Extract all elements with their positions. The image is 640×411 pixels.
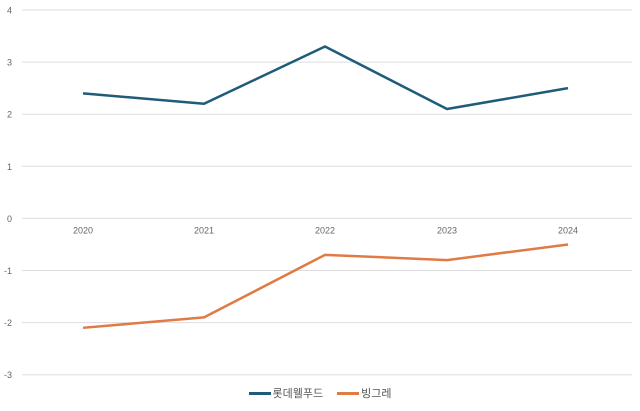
- line-chart: 4 3 2 1 0 -1 -2 -3 2020 2021 2022 2023 2024: [4, 6, 632, 381]
- svg-text:-2: -2: [4, 318, 12, 328]
- svg-text:2020: 2020: [73, 225, 93, 235]
- svg-text:2: 2: [7, 110, 12, 120]
- svg-text:1: 1: [7, 162, 12, 172]
- svg-text:2022: 2022: [315, 225, 335, 235]
- legend-item-lotte: 롯데웰푸드: [248, 385, 324, 401]
- x-axis-labels: 2020 2021 2022 2023 2024: [73, 225, 578, 235]
- gridlines: [22, 9, 632, 376]
- svg-text:3: 3: [7, 58, 12, 68]
- svg-text:0: 0: [7, 214, 12, 224]
- legend-swatch-binggrae: [337, 391, 360, 395]
- series-line: [82, 243, 569, 330]
- svg-text:4: 4: [7, 6, 12, 16]
- legend-swatch-lotte: [248, 391, 271, 395]
- series-lines: [82, 45, 569, 330]
- y-axis-labels: 4 3 2 1 0 -1 -2 -3: [4, 6, 12, 381]
- svg-text:2021: 2021: [194, 225, 214, 235]
- svg-text:-1: -1: [4, 266, 12, 276]
- legend-label-binggrae: 빙그레: [361, 388, 392, 400]
- series-line: [82, 45, 569, 111]
- svg-text:-3: -3: [4, 370, 12, 380]
- svg-text:2024: 2024: [558, 225, 578, 235]
- legend-item-binggrae: 빙그레: [337, 385, 391, 401]
- svg-text:2023: 2023: [437, 225, 457, 235]
- legend-label-lotte: 롯데웰푸드: [272, 388, 324, 400]
- legend: 롯데웰푸드 빙그레: [0, 385, 640, 401]
